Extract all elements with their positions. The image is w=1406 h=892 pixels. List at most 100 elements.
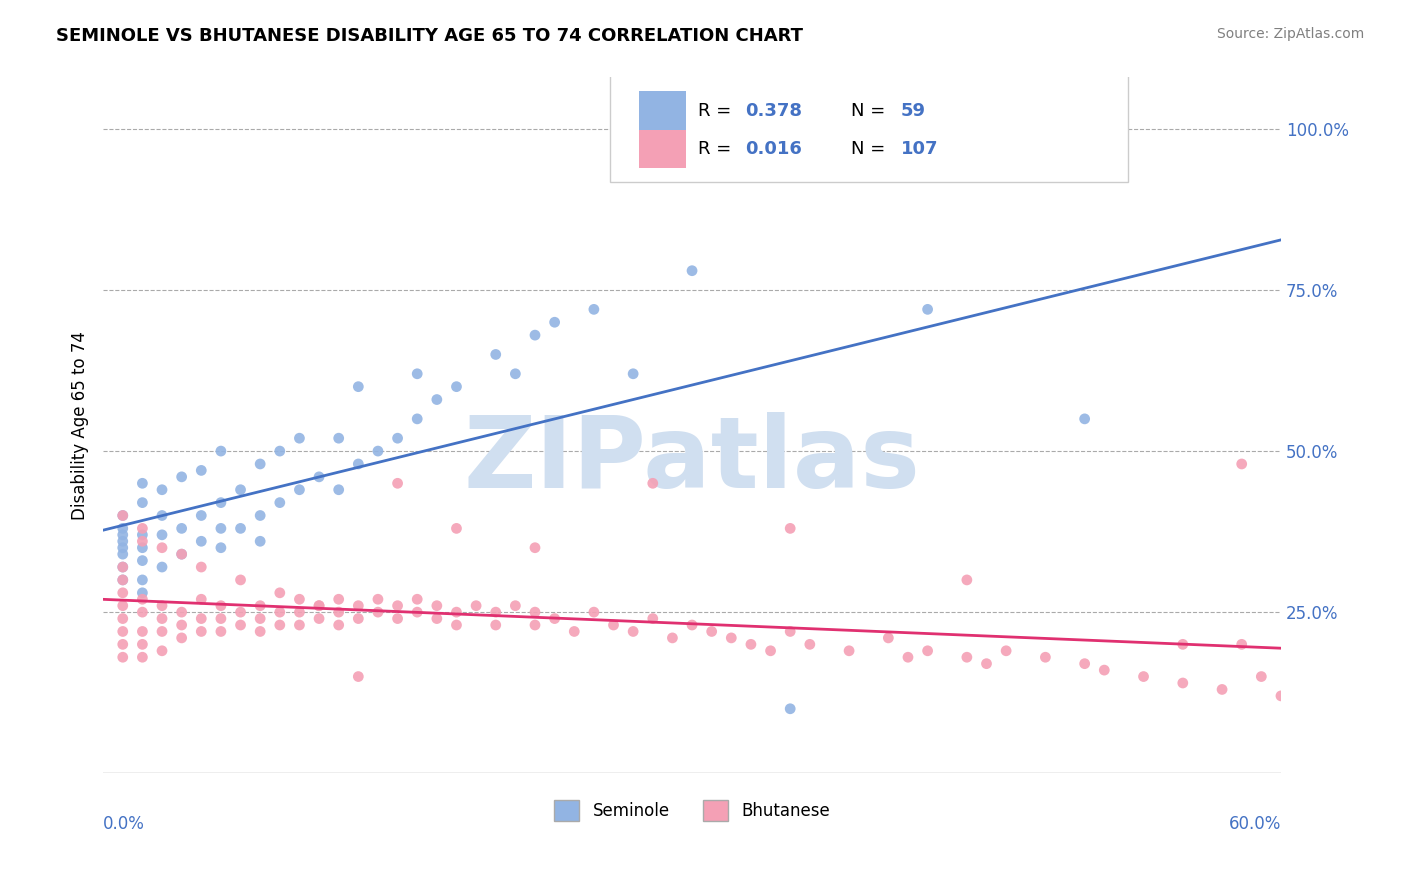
Point	[131, 553, 153, 567]
Point	[131, 573, 153, 587]
Point	[524, 605, 547, 619]
Point	[111, 534, 134, 549]
Text: SEMINOLE VS BHUTANESE DISABILITY AGE 65 TO 74 CORRELATION CHART: SEMINOLE VS BHUTANESE DISABILITY AGE 65 …	[56, 27, 803, 45]
Point	[150, 508, 173, 523]
Point	[1250, 669, 1272, 683]
Point	[446, 618, 468, 632]
Point	[347, 669, 370, 683]
Point	[269, 605, 291, 619]
Point	[209, 541, 232, 555]
Point	[170, 631, 193, 645]
Point	[446, 379, 468, 393]
Text: Source: ZipAtlas.com: Source: ZipAtlas.com	[1216, 27, 1364, 41]
Point	[406, 367, 429, 381]
Point	[641, 476, 664, 491]
Point	[288, 618, 311, 632]
Point	[347, 379, 370, 393]
Point	[700, 624, 723, 639]
Point	[150, 611, 173, 625]
Point	[150, 483, 173, 497]
Point	[505, 599, 527, 613]
Point	[308, 599, 330, 613]
Point	[328, 431, 350, 445]
Point	[131, 605, 153, 619]
Text: R =: R =	[697, 102, 737, 120]
Point	[1035, 650, 1057, 665]
Point	[328, 605, 350, 619]
Point	[779, 521, 801, 535]
Point	[249, 611, 271, 625]
Point	[190, 534, 212, 549]
Point	[543, 315, 565, 329]
Point	[249, 508, 271, 523]
Point	[485, 347, 508, 361]
Point	[209, 444, 232, 458]
Point	[131, 650, 153, 665]
Point	[681, 618, 703, 632]
Point	[150, 528, 173, 542]
Point	[524, 541, 547, 555]
Text: ZIPatlas: ZIPatlas	[464, 411, 921, 508]
Point	[111, 586, 134, 600]
Point	[582, 302, 605, 317]
Point	[190, 508, 212, 523]
Point	[917, 644, 939, 658]
Point	[111, 508, 134, 523]
Point	[740, 637, 762, 651]
Point	[367, 444, 389, 458]
Point	[524, 618, 547, 632]
Point	[308, 611, 330, 625]
Point	[1073, 412, 1095, 426]
Point	[111, 637, 134, 651]
Point	[328, 618, 350, 632]
Point	[170, 547, 193, 561]
Point	[190, 560, 212, 574]
Point	[111, 599, 134, 613]
Point	[150, 624, 173, 639]
Point	[1211, 682, 1233, 697]
Point	[681, 263, 703, 277]
Point	[209, 599, 232, 613]
Point	[799, 637, 821, 651]
Point	[249, 534, 271, 549]
Point	[426, 392, 449, 407]
Point	[641, 611, 664, 625]
Point	[131, 586, 153, 600]
Point	[131, 495, 153, 509]
Point	[387, 431, 409, 445]
Point	[111, 528, 134, 542]
Point	[111, 650, 134, 665]
Point	[190, 624, 212, 639]
Point	[111, 560, 134, 574]
Point	[406, 605, 429, 619]
Point	[621, 624, 644, 639]
Point	[1171, 676, 1194, 690]
Point	[347, 599, 370, 613]
Point	[111, 573, 134, 587]
Point	[249, 599, 271, 613]
Point	[1092, 663, 1115, 677]
Point	[367, 605, 389, 619]
FancyBboxPatch shape	[610, 70, 1128, 182]
Point	[917, 302, 939, 317]
Y-axis label: Disability Age 65 to 74: Disability Age 65 to 74	[72, 331, 89, 520]
Text: 107: 107	[900, 140, 938, 158]
Point	[524, 328, 547, 343]
Point	[288, 605, 311, 619]
Point	[976, 657, 998, 671]
Point	[661, 631, 683, 645]
Point	[328, 483, 350, 497]
Point	[485, 618, 508, 632]
Point	[170, 547, 193, 561]
Point	[1171, 637, 1194, 651]
Point	[582, 605, 605, 619]
Point	[956, 573, 979, 587]
Point	[720, 631, 742, 645]
Point	[131, 476, 153, 491]
Text: N =: N =	[851, 140, 891, 158]
Text: 59: 59	[900, 102, 925, 120]
Point	[387, 599, 409, 613]
Point	[446, 605, 468, 619]
Point	[209, 495, 232, 509]
Point	[150, 599, 173, 613]
